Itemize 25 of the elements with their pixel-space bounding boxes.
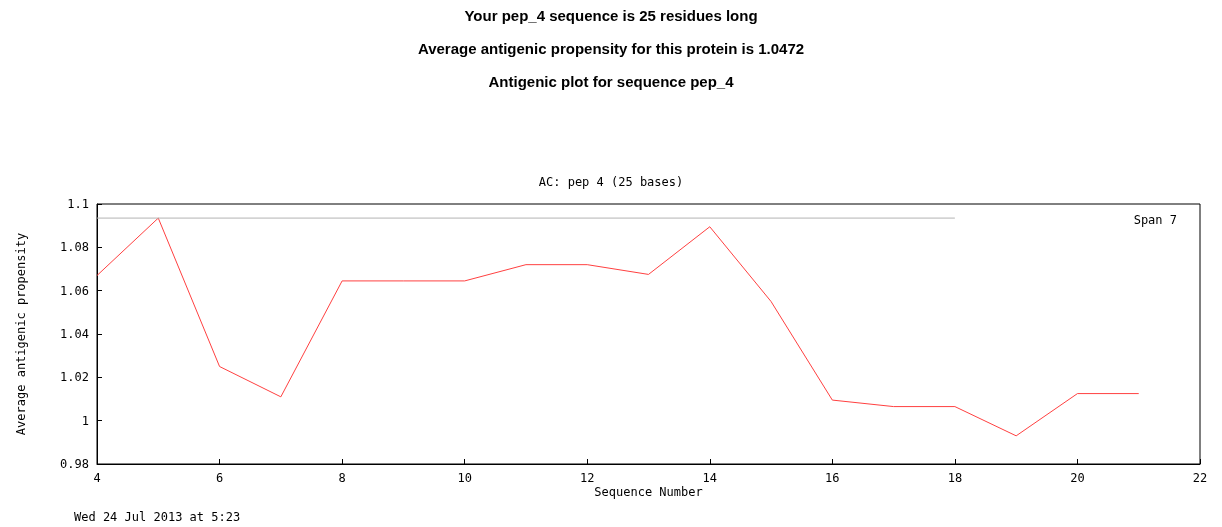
annotation: Span 7 [1133,213,1178,227]
x-tick-label: 12 [580,471,595,485]
y-tick-label: 1.04 [60,327,89,341]
y-tick-label: 1 [81,413,89,428]
x-axis-title: Sequence Number [594,485,703,499]
chart-subtitle: AC: pep 4 (25 bases) [538,175,684,189]
x-tick-label: 18 [947,471,963,485]
y-tick-label: 0.98 [60,457,89,471]
text: Your pep_4 sequence is 25 residues long [464,7,758,24]
text: Average antigenic propensity for this protein is 1.0472 [417,40,805,57]
y-tick-label: 1.08 [60,240,89,255]
y-axis-title: Average antigenic propensity [14,232,28,436]
x-tick-label: 8 [338,471,346,485]
chart-title: Antigenic plot for sequence pep_4 [488,73,735,90]
x-tick-label: 16 [825,471,840,485]
y-tick-label: 1.06 [60,283,89,298]
y-tick-label: 1.02 [60,370,89,385]
x-tick-label: 22 [1192,471,1208,485]
y-tick-label: 1.1 [67,197,89,211]
x-tick-label: 6 [215,471,224,485]
text: Wed 24 Jul 2013 at 5:23 [74,510,241,524]
x-tick-label: 4 [93,471,101,485]
x-tick-label: 14 [702,471,717,485]
x-tick-label: 20 [1070,471,1085,485]
x-tick-label: 10 [457,471,472,485]
